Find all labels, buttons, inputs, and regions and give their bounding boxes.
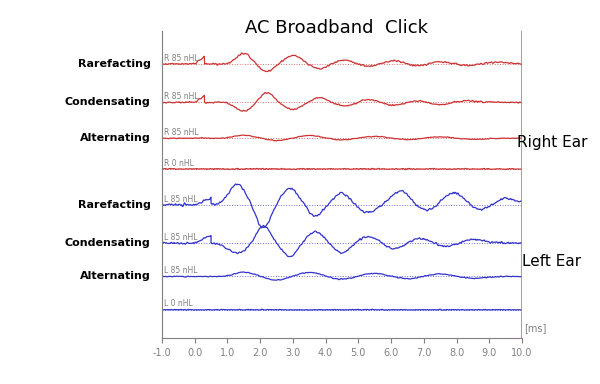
- Text: R 0 nHL: R 0 nHL: [164, 159, 194, 168]
- Text: Alternating: Alternating: [80, 271, 151, 281]
- Text: L 85 nHL: L 85 nHL: [164, 195, 197, 204]
- Text: L 85 nHL: L 85 nHL: [164, 266, 197, 275]
- Text: R 85 nHL: R 85 nHL: [164, 128, 198, 137]
- Text: Rarefacting: Rarefacting: [77, 59, 151, 69]
- Text: R 85 nHL: R 85 nHL: [164, 54, 198, 63]
- Text: Alternating: Alternating: [80, 133, 151, 143]
- Text: Right Ear: Right Ear: [517, 134, 587, 150]
- Text: R 85 nHL: R 85 nHL: [164, 92, 198, 101]
- Text: Condensating: Condensating: [65, 238, 151, 248]
- Text: [ms]: [ms]: [524, 323, 546, 333]
- Text: AC Broadband  Click: AC Broadband Click: [245, 19, 428, 37]
- Text: Rarefacting: Rarefacting: [77, 200, 151, 210]
- Text: L 0 nHL: L 0 nHL: [164, 300, 193, 308]
- Text: L 85 nHL: L 85 nHL: [164, 233, 197, 242]
- Text: Condensating: Condensating: [65, 98, 151, 108]
- Text: Left Ear: Left Ear: [523, 253, 581, 269]
